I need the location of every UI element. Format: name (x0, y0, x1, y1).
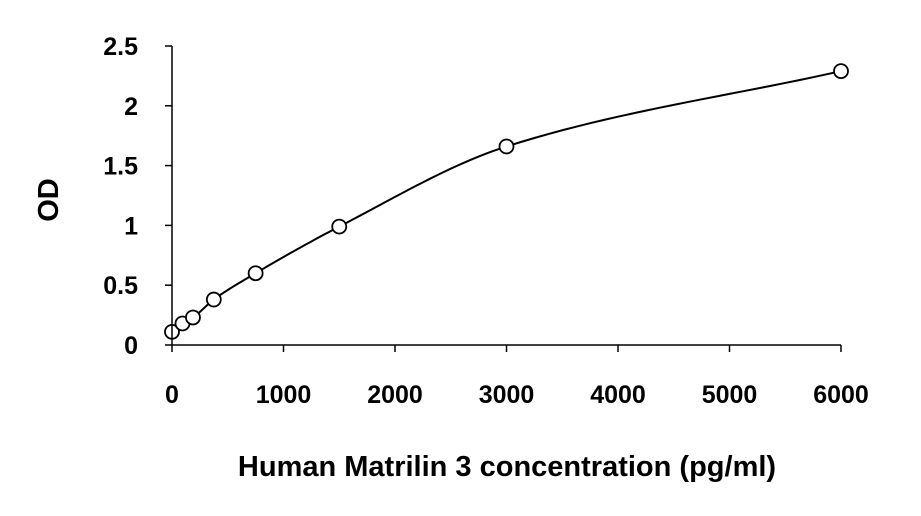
x-axis-ticks: 0 1000 2000 3000 4000 5000 6000 (165, 345, 869, 409)
y-tick-label: 2.5 (103, 33, 138, 61)
x-tick-label: 4000 (590, 381, 646, 409)
data-point (331, 218, 348, 235)
y-tick-label: 0 (124, 332, 138, 360)
data-point (205, 291, 222, 308)
x-tick-label: 3000 (479, 381, 535, 409)
y-tick-label: 0.5 (103, 272, 138, 300)
data-point (247, 265, 264, 282)
y-tick-label: 2 (124, 93, 138, 121)
y-tick-label: 1 (124, 212, 138, 240)
x-axis-title: Human Matrilin 3 concentration (pg/ml) (238, 451, 776, 483)
x-tick-label: 6000 (813, 381, 869, 409)
x-tick-label: 2000 (367, 381, 423, 409)
x-tick-label: 0 (165, 381, 179, 409)
y-tick-label: 1.5 (103, 153, 138, 181)
x-tick-label: 5000 (702, 381, 758, 409)
y-axis-ticks: 0 0.5 1 1.5 2 2.5 (103, 33, 172, 360)
y-axis-title: OD (33, 178, 65, 222)
data-point (833, 63, 849, 80)
data-points (164, 63, 849, 340)
data-point (185, 309, 201, 326)
x-tick-label: 1000 (256, 381, 312, 409)
data-point (498, 138, 515, 155)
fit-curve (171, 70, 842, 333)
plot-area (164, 63, 849, 340)
axes: 0 0.5 1 1.5 2 2.5 0 1000 2000 3000 4000 5000 6000 (103, 33, 869, 409)
